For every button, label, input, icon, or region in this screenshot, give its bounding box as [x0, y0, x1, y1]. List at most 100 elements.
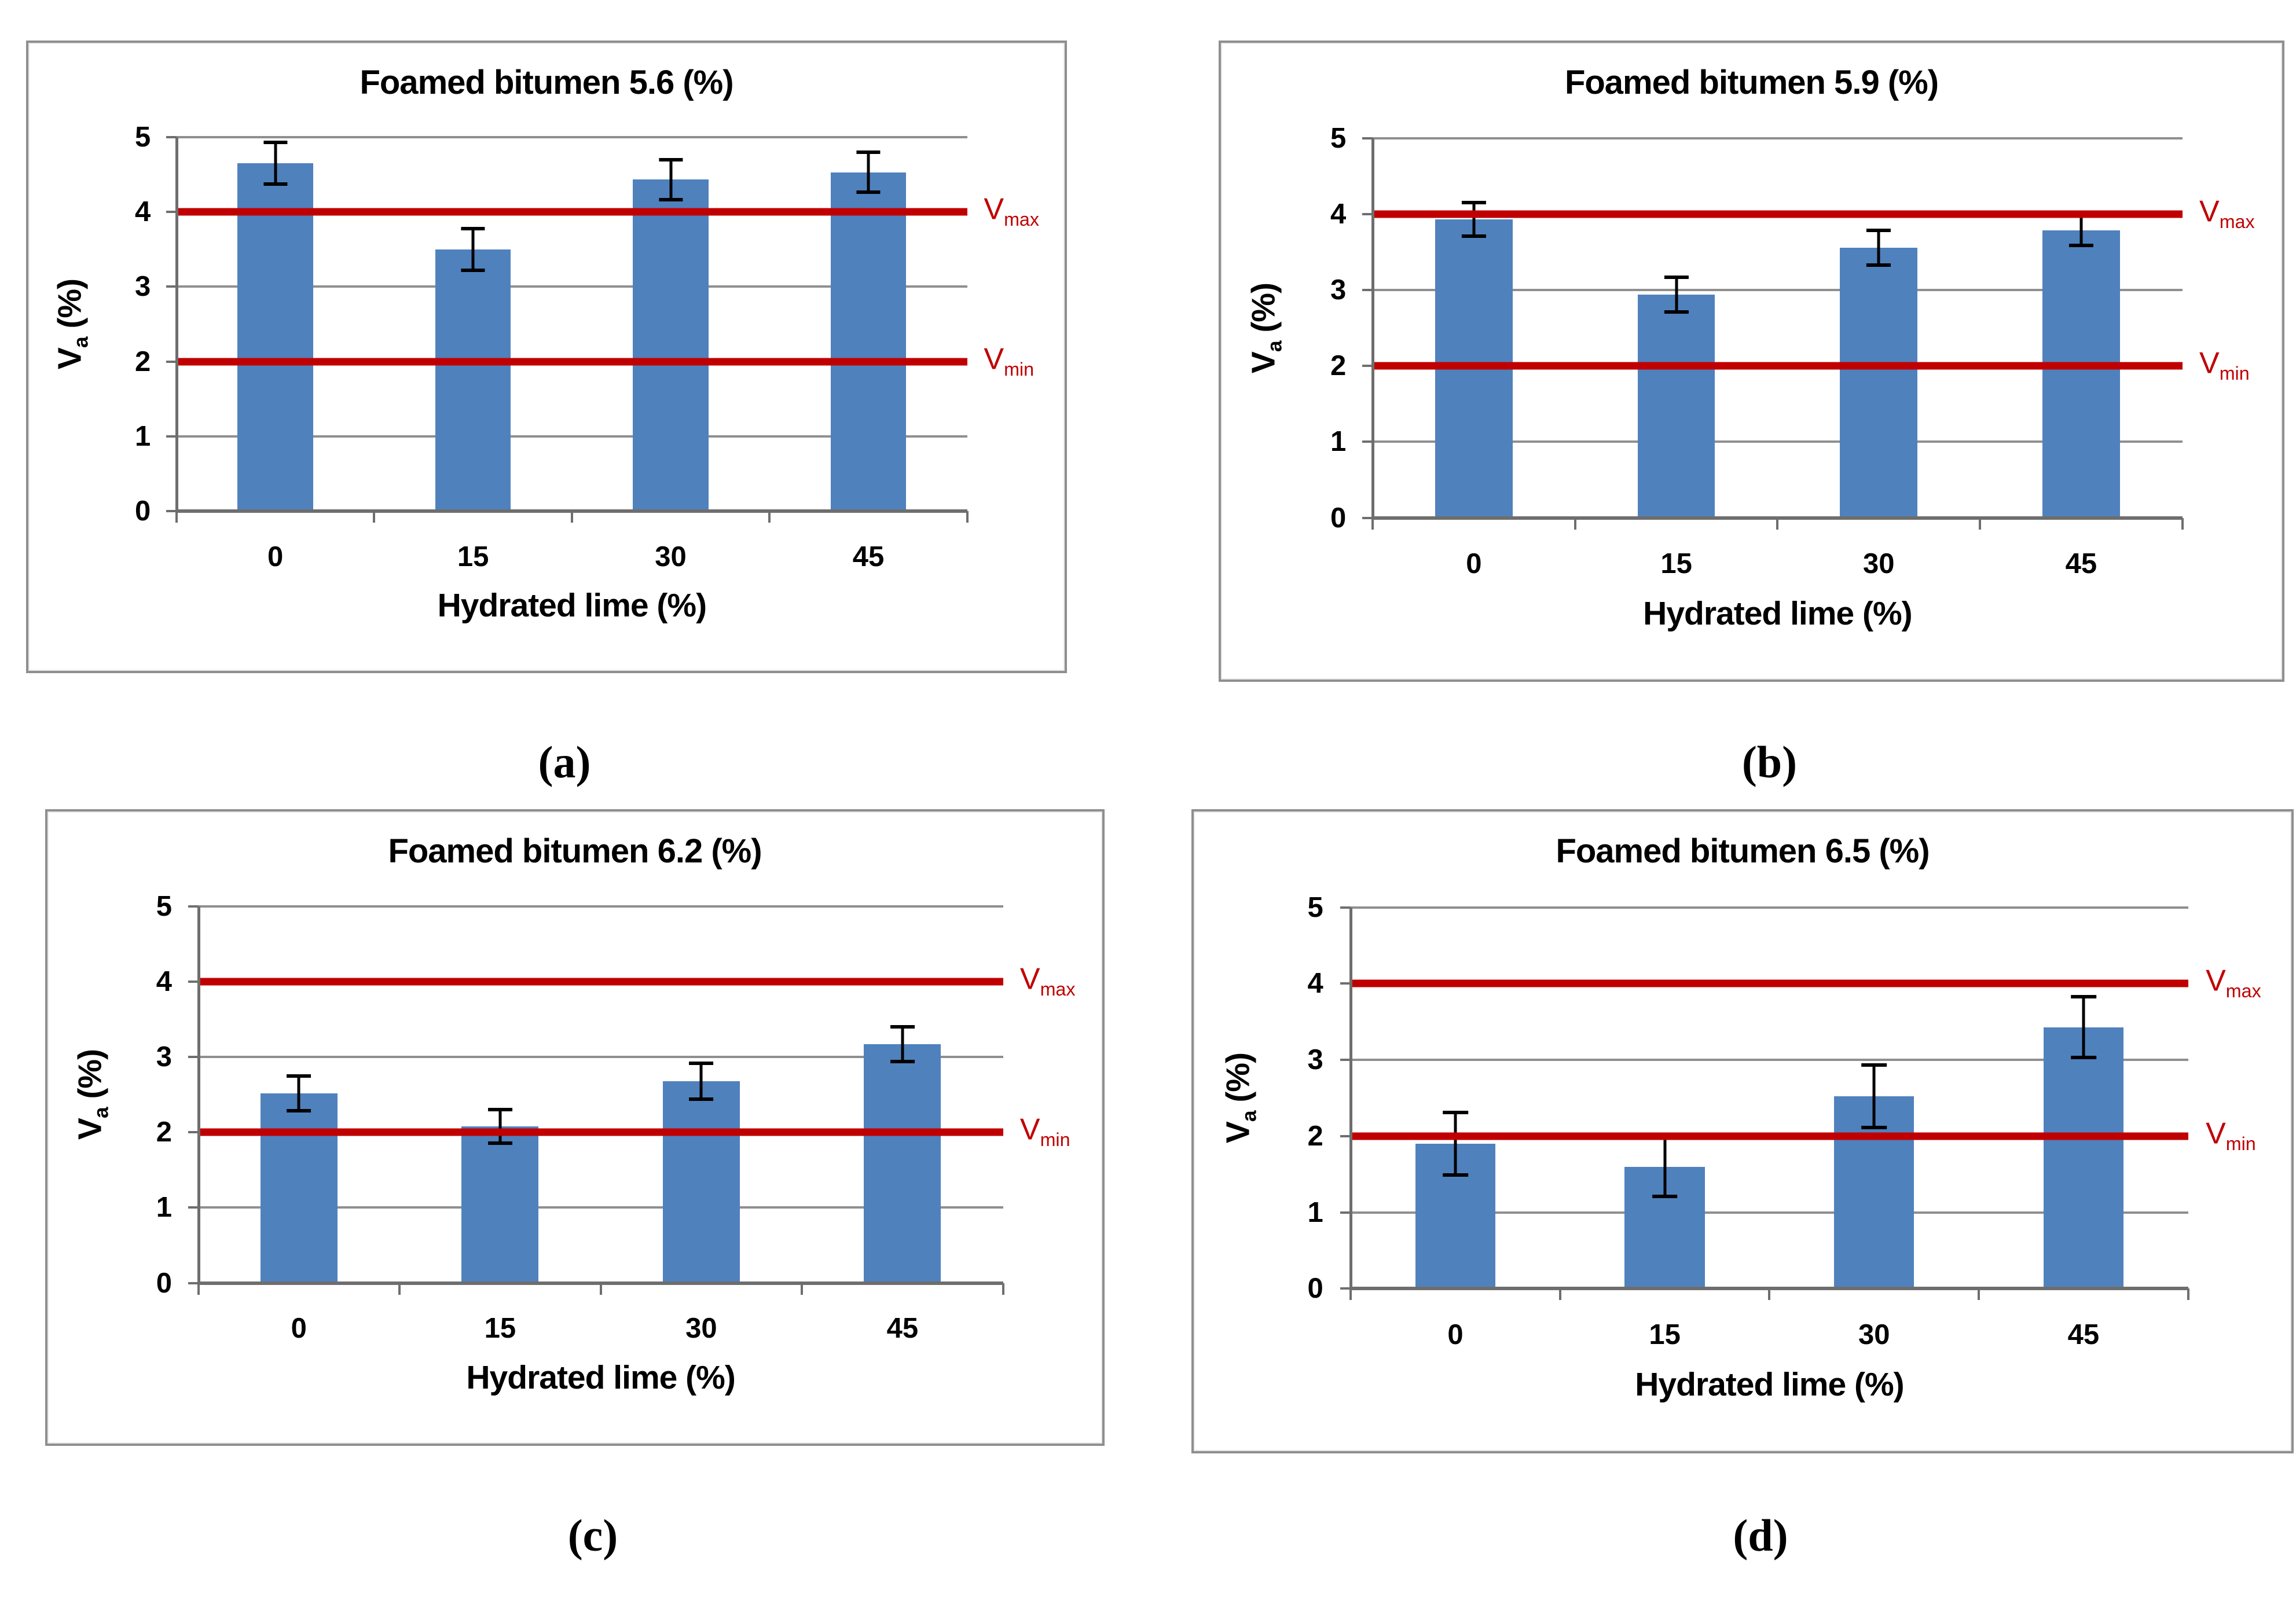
y-tick-mark — [166, 435, 177, 438]
x-tick-mark — [1349, 1288, 1352, 1301]
subscript: a — [69, 337, 93, 348]
y-tick-label: 0 — [1330, 502, 1347, 534]
error-bar-cap-top — [856, 150, 881, 154]
x-tick-label: 45 — [886, 1313, 919, 1345]
ref-label-max: Vmax — [2199, 194, 2255, 232]
error-bar-cap-top — [1861, 1063, 1887, 1067]
error-bar-cap-bottom — [1861, 1126, 1887, 1130]
error-bar-cap-bottom — [287, 1108, 311, 1112]
x-tick-mark — [197, 1283, 200, 1295]
x-tick-mark — [2181, 517, 2184, 530]
error-bar-line — [669, 159, 673, 200]
y-tick-label: 1 — [1330, 426, 1347, 458]
y-axis-title: Va (%) — [71, 1049, 113, 1140]
x-tick-mark — [1768, 1288, 1771, 1301]
bar-15 — [435, 249, 511, 512]
y-axis-line — [197, 906, 200, 1283]
error-bar-line — [699, 1063, 703, 1099]
y-tick-label: 2 — [1307, 1120, 1323, 1152]
x-tick-label: 45 — [852, 541, 885, 572]
ref-line-min — [198, 1128, 1003, 1136]
y-tick-mark — [1362, 137, 1373, 139]
bar-45 — [2043, 1027, 2124, 1289]
error-bar-line — [2082, 996, 2085, 1058]
error-bar-line — [1472, 203, 1476, 237]
error-bar-cap-top — [487, 1108, 512, 1112]
y-tick-mark — [166, 135, 177, 138]
subscript: max — [1040, 978, 1076, 1000]
x-tick-mark — [1574, 517, 1576, 530]
subscript: a — [1238, 1111, 1261, 1122]
chart-panel-b: Foamed bitumen 5.9 (%) Vmax Vmin 0 1 2 3 4 5 0 15… — [1219, 41, 2284, 682]
x-tick-label: 15 — [484, 1313, 516, 1345]
ref-line-max — [198, 978, 1003, 986]
x-tick-mark — [1002, 1283, 1004, 1295]
ref-line-min — [1351, 1132, 2188, 1140]
x-tick-mark — [373, 511, 376, 523]
x-tick-mark — [175, 511, 178, 523]
ref-label-max: Vmax — [2206, 964, 2261, 1002]
subscript: a — [1263, 341, 1286, 352]
error-bar-line — [1877, 230, 1880, 265]
subscript: max — [1004, 208, 1039, 230]
y-axis-line — [1371, 138, 1375, 518]
y-tick-mark — [166, 211, 177, 214]
subscript: max — [2225, 981, 2261, 1002]
error-bar-line — [1872, 1065, 1876, 1128]
gridline-y3 — [1351, 1059, 2188, 1062]
gridline-y3 — [1373, 289, 2183, 292]
y-tick-mark — [166, 510, 177, 513]
x-tick-label: 15 — [1660, 548, 1692, 579]
plot-area: Vmax Vmin 0 1 2 3 4 5 0 15 30 45 Hydrated lime (%) Va… — [47, 811, 1102, 1444]
y-tick-mark — [1340, 1211, 1351, 1214]
y-tick-mark — [188, 1131, 199, 1134]
x-axis-title: Hydrated lime (%) — [437, 587, 707, 625]
y-axis-title: Va (%) — [1219, 1052, 1261, 1144]
x-tick-label: 0 — [1466, 548, 1482, 579]
x-tick-label: 30 — [685, 1313, 717, 1345]
error-bar-cap-top — [2071, 994, 2096, 998]
y-tick-label: 4 — [1330, 199, 1347, 230]
chart-panel-a: Foamed bitumen 5.6 (%) Vmax Vmin 0 1 2 3 4 5 0 15… — [26, 41, 1067, 673]
x-axis-title: Hydrated lime (%) — [1635, 1366, 1904, 1404]
y-tick-mark — [1362, 516, 1373, 519]
subplot-label-a: (a) — [538, 737, 591, 787]
x-tick-label: 45 — [2065, 548, 2097, 579]
ref-line-max — [1351, 979, 2188, 987]
x-tick-label: 0 — [291, 1313, 307, 1345]
y-tick-label: 1 — [1307, 1196, 1323, 1228]
error-bar-cap-bottom — [263, 182, 288, 186]
y-tick-label: 0 — [134, 495, 151, 527]
x-tick-mark — [966, 511, 969, 523]
y-axis-line — [1349, 907, 1353, 1289]
x-tick-mark — [398, 1283, 401, 1295]
error-bar-cap-bottom — [1461, 234, 1487, 238]
chart-title: Foamed bitumen 6.5 (%) — [1556, 832, 1930, 871]
error-bar-cap-bottom — [487, 1141, 512, 1145]
x-axis-title: Hydrated lime (%) — [1643, 594, 1912, 632]
ref-line-max — [176, 208, 967, 216]
bar-0 — [260, 1093, 338, 1283]
error-bar-cap-top — [1664, 275, 1689, 279]
error-bar-cap-bottom — [1664, 310, 1689, 314]
chart-panel-d: Foamed bitumen 6.5 (%) Vmax Vmin 0 1 2 3 4 5 0 15… — [1191, 809, 2294, 1453]
x-tick-mark — [1371, 517, 1374, 530]
plot-area: Vmax Vmin 0 1 2 3 4 5 0 15 30 45 Hydrated lime (%) Va… — [1221, 43, 2282, 680]
bar-0 — [237, 163, 313, 512]
error-bar-cap-top — [658, 157, 683, 161]
y-tick-mark — [188, 1206, 199, 1209]
x-tick-mark — [768, 511, 771, 523]
y-tick-label: 3 — [1330, 274, 1347, 306]
y-tick-label: 1 — [134, 421, 151, 453]
bar-45 — [2042, 230, 2120, 518]
error-bar-cap-top — [689, 1061, 714, 1065]
y-tick-label: 4 — [134, 196, 151, 228]
x-tick-label: 30 — [1862, 548, 1895, 579]
gridline-y5 — [1351, 906, 2188, 909]
error-bar-cap-bottom — [2071, 1056, 2096, 1060]
y-axis-line — [175, 137, 178, 512]
subscript: a — [90, 1107, 113, 1119]
ref-line-min — [1373, 362, 2183, 370]
y-tick-label: 0 — [1307, 1273, 1323, 1305]
